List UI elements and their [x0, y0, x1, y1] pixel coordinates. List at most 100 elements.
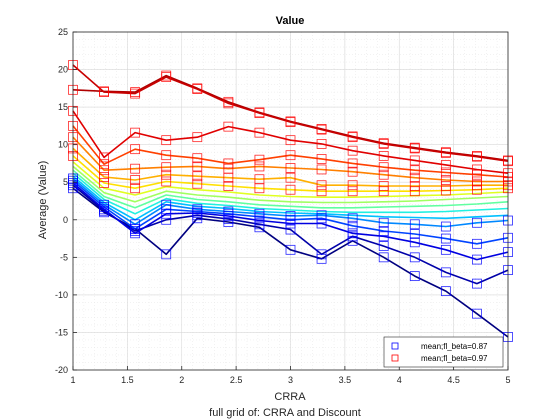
data-point-marker — [223, 121, 234, 132]
data-point-marker — [378, 231, 389, 242]
y-tick-label: -15 — [55, 327, 68, 337]
data-point-marker — [409, 229, 420, 239]
y-axis-title: Average (Value) — [37, 161, 49, 239]
data-point-marker — [440, 267, 451, 278]
data-point-marker — [130, 183, 141, 194]
data-point-marker — [409, 186, 420, 197]
data-point-marker — [440, 160, 451, 170]
legend-marker-1 — [391, 342, 399, 350]
series-line-13 — [72, 136, 508, 183]
data-point-marker — [254, 208, 265, 219]
y-tick-label: 15 — [58, 102, 68, 112]
data-point-marker — [223, 158, 234, 169]
data-point-marker — [440, 233, 451, 244]
data-point-marker — [285, 150, 296, 161]
chart-title: Value — [276, 15, 305, 27]
data-point-marker — [161, 176, 172, 187]
data-point-marker — [347, 213, 358, 224]
data-point-marker — [223, 181, 234, 191]
data-point-marker — [161, 162, 172, 173]
data-point-marker — [347, 145, 358, 156]
data-point-marker — [347, 186, 358, 197]
legend: mean;fl_beta=0.87 mean;fl_beta=0.97 — [383, 336, 504, 368]
data-point-marker — [472, 278, 482, 289]
data-point-marker — [347, 158, 358, 169]
x-tick-label: 3.5 — [339, 375, 352, 385]
x-tick-label: 4.5 — [447, 375, 460, 385]
data-point-marker — [409, 155, 420, 166]
data-point-marker — [472, 238, 482, 249]
legend-label-2: mean;fl_beta=0.97 — [421, 354, 488, 363]
data-point-marker — [99, 87, 109, 97]
data-point-marker — [378, 226, 389, 236]
data-point-marker — [378, 186, 389, 197]
data-point-marker — [99, 152, 109, 163]
data-point-marker — [161, 214, 172, 225]
data-point-marker — [347, 166, 358, 177]
data-point-marker — [192, 161, 203, 172]
x-tick-label: 1 — [70, 375, 75, 385]
data-point-marker — [223, 163, 234, 174]
series-line-14 — [72, 125, 509, 178]
series-line-10 — [72, 161, 509, 198]
data-point-marker — [409, 252, 420, 263]
series-line-4 — [72, 180, 509, 245]
series-line-6 — [72, 175, 509, 221]
data-point-marker — [285, 117, 296, 128]
series-line-9 — [72, 165, 509, 204]
series-line-1 — [72, 187, 509, 338]
y-tick-label: 25 — [58, 27, 68, 37]
data-point-marker — [316, 249, 327, 260]
y-tick-label: -10 — [55, 290, 68, 300]
data-point-marker — [472, 151, 482, 162]
data-point-marker — [99, 172, 109, 182]
data-point-marker — [378, 252, 389, 263]
data-point-marker — [316, 124, 327, 135]
data-point-marker — [378, 139, 389, 149]
data-point-marker — [285, 211, 296, 221]
data-point-marker — [316, 164, 327, 175]
x-axis-title: CRRA — [274, 391, 306, 403]
data-point-marker — [378, 181, 389, 191]
y-tick-label: -5 — [60, 252, 68, 262]
x-tick-label: 5 — [505, 375, 510, 385]
data-point-marker — [440, 167, 451, 178]
data-point-marker — [192, 153, 203, 164]
data-point-marker — [285, 224, 296, 235]
series-line-11 — [72, 155, 509, 192]
data-point-marker — [285, 163, 296, 173]
data-point-marker — [472, 169, 482, 180]
data-point-marker — [161, 199, 172, 210]
series-line-17 — [72, 64, 509, 162]
data-point-marker — [316, 186, 327, 197]
data-point-marker — [285, 244, 296, 255]
data-point-marker — [409, 165, 420, 176]
data-point-marker — [254, 108, 265, 119]
data-point-marker — [316, 210, 327, 221]
x-tick-label: 4 — [397, 375, 402, 385]
x-tick-label: 3 — [288, 375, 293, 385]
axis-ticks: 1 1.5 2 2.5 3 3.5 4 4.5 5 -20 -15 -10 -5 0 5 10 15 20 25 — [55, 27, 511, 385]
data-point-marker — [378, 151, 389, 161]
data-point-marker — [472, 254, 482, 265]
data-point-marker — [99, 178, 109, 188]
data-point-marker — [99, 159, 109, 170]
x-tick-label: 2.5 — [230, 375, 243, 385]
series-lines — [72, 64, 509, 338]
data-point-marker — [285, 184, 296, 195]
series-line-5 — [72, 177, 509, 228]
data-point-marker — [192, 178, 203, 189]
y-tick-label: 0 — [63, 215, 68, 225]
data-point-marker — [192, 132, 203, 143]
data-point-marker — [409, 143, 420, 154]
data-point-marker — [161, 135, 172, 146]
data-point-marker — [254, 154, 265, 165]
data-point-marker — [347, 180, 358, 191]
data-point-marker — [99, 165, 109, 176]
data-point-marker — [130, 219, 141, 230]
data-point-marker — [192, 204, 203, 215]
legend-label-1: mean;fl_beta=0.87 — [421, 342, 488, 351]
data-point-marker — [378, 241, 389, 251]
data-point-marker — [347, 132, 358, 143]
